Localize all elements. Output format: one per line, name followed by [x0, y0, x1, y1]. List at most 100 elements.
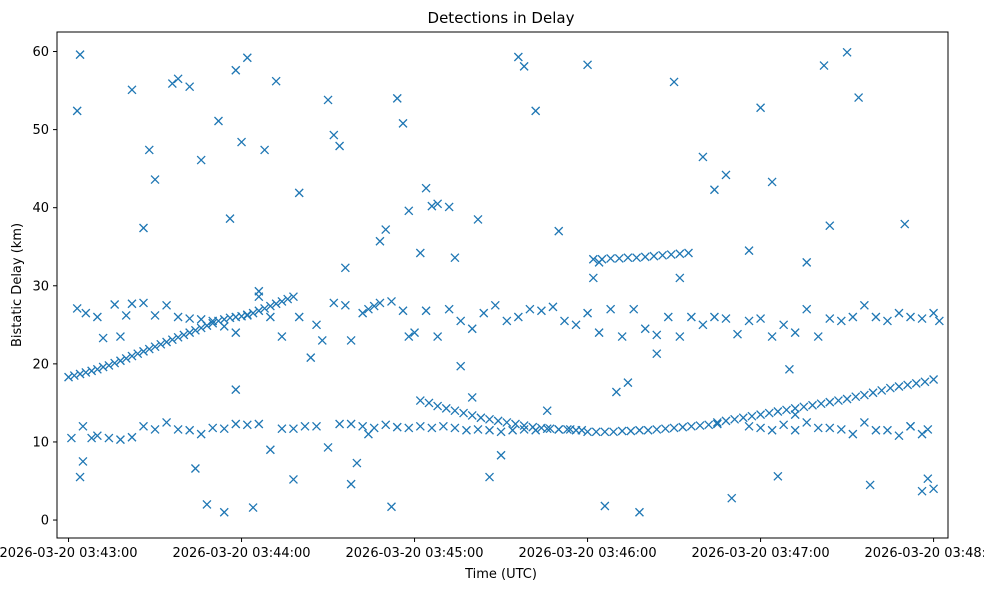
detection-point	[190, 325, 200, 335]
detection-point	[744, 421, 754, 431]
detection-point	[404, 423, 414, 433]
detection-point	[92, 431, 102, 441]
detection-point	[773, 407, 783, 416]
detection-point	[467, 392, 477, 402]
detection-point	[294, 188, 304, 198]
detection-point	[744, 316, 754, 326]
detection-point	[433, 332, 443, 341]
detection-point	[917, 314, 927, 324]
detection-point	[467, 324, 477, 334]
detection-point	[865, 480, 875, 490]
detection-point	[554, 226, 564, 236]
detection-point	[242, 53, 252, 63]
detection-point	[730, 414, 740, 424]
detection-point	[894, 431, 904, 441]
detection-point	[173, 74, 183, 84]
detection-point	[675, 273, 685, 283]
detection-point	[712, 419, 722, 429]
y-tick-label: 0	[41, 514, 49, 529]
detection-point	[606, 304, 616, 314]
detection-point	[609, 427, 618, 437]
detection-point	[658, 250, 667, 260]
detection-point	[335, 141, 345, 151]
detection-point	[513, 52, 523, 62]
detection-point	[600, 427, 610, 437]
detection-point	[433, 401, 443, 411]
detection-point	[139, 298, 148, 308]
detection-point	[894, 382, 904, 391]
detection-point	[78, 457, 88, 466]
detection-point	[727, 493, 737, 503]
detection-point	[911, 378, 921, 388]
detection-point	[444, 202, 454, 212]
detection-point	[548, 302, 558, 312]
detection-point	[306, 353, 316, 363]
detection-point	[156, 339, 166, 349]
detection-point	[554, 425, 564, 434]
detection-point	[127, 351, 137, 361]
detection-point	[617, 332, 627, 341]
detection-point	[75, 472, 85, 482]
detection-point	[127, 85, 137, 95]
x-tick-label: 2026-03-20 03:46:00	[519, 546, 657, 561]
detection-point	[854, 93, 864, 103]
detection-point	[139, 346, 148, 356]
detection-point	[929, 375, 939, 384]
detection-point	[202, 499, 212, 509]
detection-point	[479, 308, 489, 318]
detection-point	[923, 425, 933, 434]
detection-point	[614, 253, 624, 263]
detection-point	[340, 300, 350, 310]
detection-point	[392, 93, 402, 103]
detection-point	[121, 310, 131, 320]
detection-point	[496, 450, 506, 460]
detection-point	[459, 408, 469, 418]
detection-point	[560, 316, 569, 326]
detection-point	[242, 310, 252, 320]
detection-point	[485, 425, 494, 435]
x-tick-label: 2026-03-20 03:43:00	[0, 546, 138, 561]
detection-point	[115, 435, 125, 445]
detection-point	[219, 424, 229, 434]
detection-point	[704, 420, 714, 430]
detection-point	[808, 400, 817, 410]
detection-point	[629, 304, 639, 314]
detection-point	[450, 406, 460, 416]
detection-point	[635, 425, 644, 435]
detection-point	[747, 411, 757, 421]
detection-point	[686, 421, 696, 431]
detection-point	[917, 486, 927, 496]
detection-point	[173, 332, 183, 342]
detection-point	[502, 417, 512, 427]
detection-point	[868, 388, 878, 398]
detection-point	[773, 471, 783, 481]
detection-point	[900, 219, 910, 229]
detection-point	[583, 60, 593, 70]
detection-point	[75, 50, 85, 60]
x-tick-label: 2026-03-20 03:45:00	[346, 546, 484, 561]
detection-point	[640, 324, 650, 334]
detection-point	[882, 425, 892, 435]
detection-point	[906, 421, 915, 431]
detection-point	[139, 223, 148, 233]
detection-point	[144, 344, 154, 354]
detection-point	[87, 433, 97, 443]
y-axis-ticks: 0 10 20 30 40 50 60	[32, 45, 57, 529]
detection-point	[583, 427, 593, 437]
detection-point	[825, 221, 835, 231]
detection-point	[929, 484, 939, 494]
detection-point	[456, 361, 466, 371]
detection-point	[669, 423, 679, 433]
detection-point	[225, 214, 235, 224]
detection-point	[565, 425, 575, 434]
detection-point	[363, 429, 373, 439]
detection-point	[104, 360, 114, 370]
detection-point	[917, 429, 927, 439]
detection-point	[340, 263, 350, 273]
detection-point	[277, 332, 287, 341]
detection-point	[312, 320, 321, 330]
detection-point	[254, 306, 264, 316]
detection-point	[709, 312, 719, 322]
detection-point	[825, 314, 835, 324]
